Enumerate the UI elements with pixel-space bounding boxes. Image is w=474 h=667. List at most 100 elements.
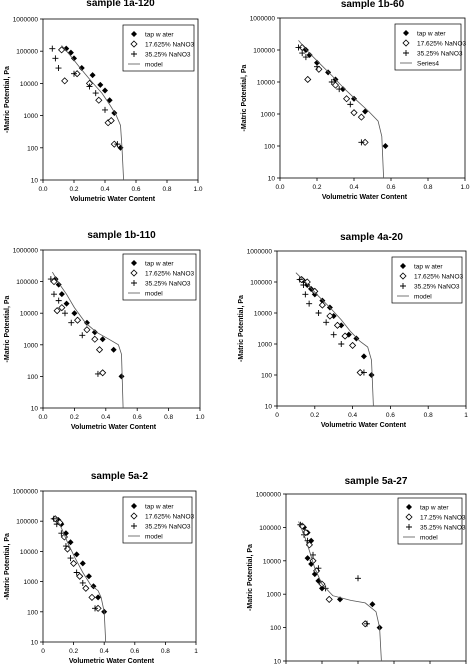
y-tick-label: 1000000 [13,248,39,255]
legend-entry-label: 35.25% NaNO3 [145,52,191,59]
data-point-plus [300,282,307,289]
model-curve [52,271,124,409]
y-axis-label: -Matric Potential, Pa [241,64,248,131]
x-axis-label: Volumetric Water Content [71,424,157,431]
data-point-diamond-open [107,117,115,125]
data-point-diamond-open [399,272,407,280]
data-point-diamond-open [130,40,138,48]
data-point-diamond-filled [118,373,125,380]
model-curve [298,40,384,179]
data-point-plus [336,86,343,93]
legend-entry-label: model [145,62,163,69]
data-point-plus [131,280,137,286]
data-point-diamond-filled [97,81,104,88]
data-point-diamond-open [325,595,333,603]
data-point-diamond-filled [319,585,325,592]
legend-entry-label: model [145,291,163,298]
data-point-diamond-open [343,95,351,103]
data-point-diamond-open [95,96,103,104]
x-tick-label: 0.4 [100,186,109,193]
data-point-diamond-open [95,346,104,354]
data-point-diamond-filled [362,108,369,115]
legend-entry-label: 35.25% NaNO3 [414,284,460,291]
data-point-plus [50,515,57,522]
y-tick-label: 10 [265,404,273,411]
data-point-plus [131,51,137,57]
data-point-diamond-filled [79,560,86,567]
chart-title: sample 5a-27 [345,476,408,487]
data-point-diamond-filled [131,260,137,266]
y-axis-label: -Matric Potential, Pa [247,544,254,611]
data-point-plus [328,79,335,85]
legend-entry-label: 35.25% NaNO3 [417,51,463,58]
plot-area-frame [42,18,199,181]
data-point-diamond-open [350,109,358,117]
data-point-diamond-open [349,341,357,349]
data-point-plus [71,70,77,77]
data-point-diamond-open [402,39,410,47]
data-point-plus [47,276,54,283]
data-point-plus [61,310,68,317]
data-point-plus [299,50,306,57]
data-point-plus [406,524,412,530]
y-tick-label: 1000 [24,579,39,586]
data-point-diamond-filled [400,263,406,269]
data-point-plus [315,565,322,572]
y-tick-label: 10000 [257,80,275,87]
data-point-diamond-filled [73,551,80,558]
y-axis-label: -Matric Potential, Pa [4,295,11,362]
data-point-diamond-filled [319,297,326,304]
data-point-plus [131,523,137,529]
legend: tap w ater 17.625% NaNO3 35.25% NaNO3 model [391,256,464,304]
data-point-diamond-open [341,332,349,340]
legend-entry-label: model [420,535,438,542]
data-point-plus [323,319,330,326]
data-point-plus [86,83,93,90]
x-tick-label: 0.6 [130,648,139,655]
legend: tap w ater 17.625% NaNO3 35.25% NaNO3 Serie… [394,23,467,71]
y-tick-label: 100000 [259,525,281,532]
data-point-diamond-filled [71,310,78,317]
chart-panel: sample 5a-271010010001000010000010000000… [247,476,467,666]
y-axis-label: -Matric Potential, Pa [4,533,11,600]
plot-area-frame [42,490,197,643]
y-tick-label: 100000 [250,280,272,287]
data-point-plus [73,569,80,576]
plot-area-frame [285,493,467,662]
data-point-plus [55,297,62,304]
chart-title: sample 1b-110 [87,230,156,241]
data-point-diamond-filled [306,51,313,58]
legend-entry-label: model [414,294,432,301]
chart-panel: sample 5a-2 10 100 1000 10000 100000 1000000 0 0… [4,471,198,665]
data-point-diamond-open [309,557,317,565]
x-tick-label: 0.2 [70,414,79,421]
y-tick-label: 1000 [258,342,273,349]
y-tick-label: 1000 [267,592,282,599]
y-tick-label: 10000 [263,558,281,565]
data-point-plus [68,319,75,326]
legend-entry-label: 17.625% NaNO3 [414,274,464,281]
x-tick-label: 1.0 [195,414,204,421]
x-tick-label: 0.8 [424,412,433,419]
data-point-diamond-filled [304,555,311,562]
x-tick-label: 0.2 [69,648,78,655]
model-curve [61,45,124,181]
data-point-diamond-filled [102,87,108,94]
x-tick-label: 1 [194,648,198,655]
x-tick-label: 0.6 [131,186,140,193]
x-tick-label: 0.4 [101,414,110,421]
y-tick-label: 100 [270,625,281,632]
data-point-diamond-filled [95,594,102,601]
data-point-diamond-open [405,513,413,521]
data-point-diamond-open [83,326,91,334]
x-axis-label: Volumetric Water Content [69,658,155,665]
x-tick-label: 0.8 [423,184,432,191]
legend-entry-label: tap w ater [145,32,174,39]
y-tick-label: 1000000 [13,17,39,24]
x-tick-label: 0.6 [386,412,395,419]
data-point-diamond-open [53,307,61,315]
x-axis-label: Volumetric Water Content [70,196,156,203]
legend-entry-label: 17.625% NaNO3 [417,41,467,48]
model-curve [54,515,107,643]
data-point-diamond-open [61,77,69,85]
